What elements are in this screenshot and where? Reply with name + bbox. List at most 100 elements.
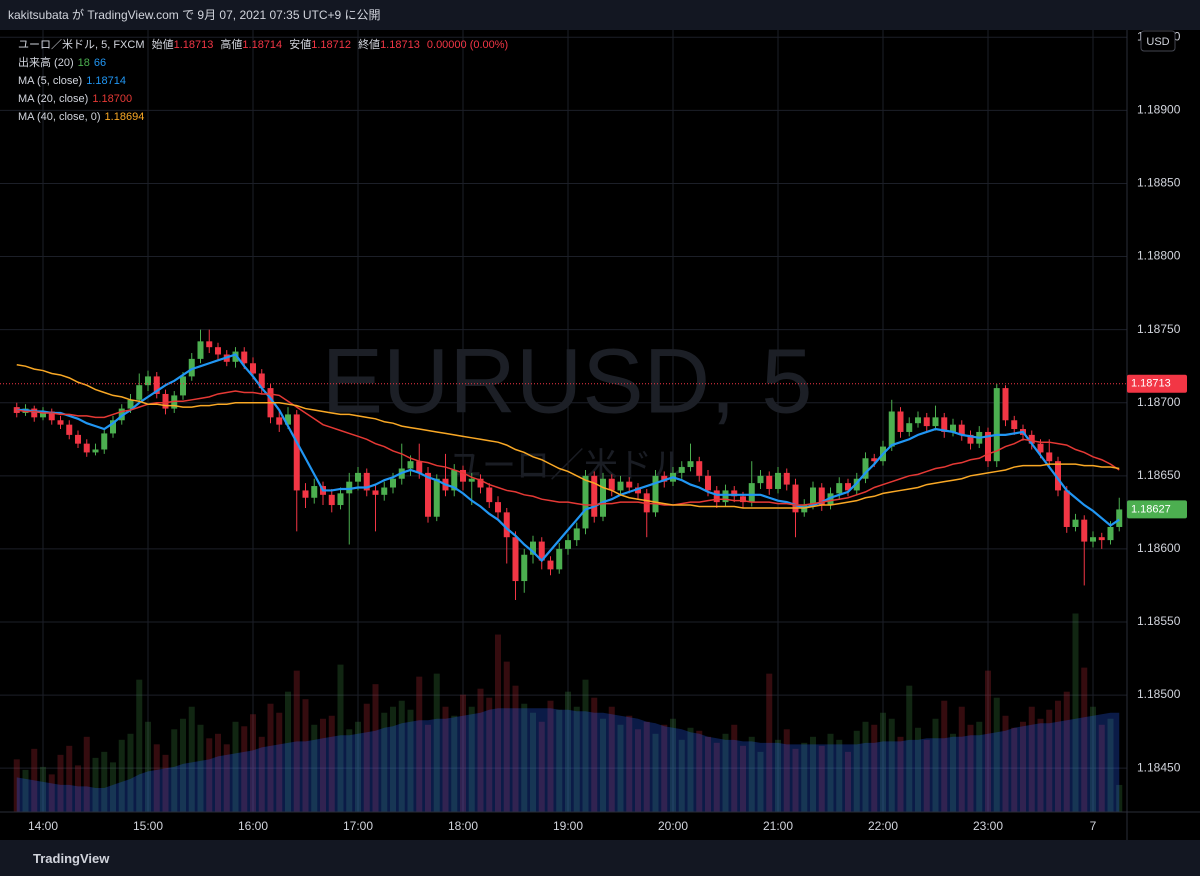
- readout-value: 1.18714: [86, 75, 126, 87]
- volume-bar: [162, 754, 169, 812]
- volume-bar: [915, 727, 921, 812]
- volume-bar: [967, 724, 974, 812]
- candle-body: [556, 548, 563, 570]
- legend-row: 出来高 (20) 18 66: [18, 54, 512, 72]
- readout-value: 1.18714: [242, 39, 283, 51]
- candle-body: [311, 486, 318, 498]
- volume-bar: [197, 724, 204, 812]
- legend-entry: MA (5, close): [18, 75, 83, 87]
- candle-body: [915, 417, 921, 424]
- x-tick-label: 14:00: [28, 819, 58, 833]
- candle-body: [215, 347, 221, 355]
- candle-body: [92, 449, 99, 453]
- volume-bar: [22, 769, 29, 812]
- price-tag: [1127, 374, 1187, 393]
- price-tag-label: 1.18627: [1131, 503, 1171, 515]
- x-tick-label: 15:00: [133, 819, 163, 833]
- candle-body: [145, 376, 151, 386]
- candle-body: [652, 475, 659, 513]
- volume-bar: [670, 718, 676, 812]
- candle-body: [188, 358, 195, 377]
- volume-bar: [118, 739, 125, 812]
- candle-body: [118, 408, 125, 421]
- candle-body: [337, 493, 344, 506]
- y-tick-label: 1.18450: [1137, 760, 1181, 774]
- volume-bar: [845, 751, 851, 812]
- volume-bar: [267, 703, 274, 812]
- volume-bar: [416, 676, 423, 812]
- y-tick-label: 1.18900: [1137, 103, 1181, 117]
- candle-body: [932, 417, 939, 427]
- candle-body: [547, 560, 554, 570]
- candle-body: [390, 478, 396, 488]
- volume-bar: [83, 736, 90, 812]
- legend-entry: MA (40, close, 0): [18, 111, 101, 123]
- candle-body: [678, 467, 685, 473]
- candle-body: [713, 490, 720, 503]
- x-tick-label: 22:00: [868, 819, 898, 833]
- candle-body: [740, 496, 746, 503]
- candle-body: [241, 351, 248, 364]
- volume-bar: [862, 721, 869, 812]
- candle-body: [573, 528, 580, 541]
- volume-bar: [13, 759, 20, 812]
- volume-bar: [127, 733, 134, 812]
- volume-bar: [976, 721, 983, 812]
- candle-body: [477, 478, 484, 488]
- volume-bar: [398, 700, 405, 812]
- candle-body: [495, 502, 501, 513]
- candle-body: [748, 483, 755, 503]
- candle-body: [836, 483, 843, 494]
- volume-bar: [530, 712, 536, 812]
- candle-body: [1090, 537, 1096, 542]
- candle-body: [1081, 519, 1088, 542]
- volume-bar: [171, 729, 178, 812]
- x-tick-label: 17:00: [343, 819, 373, 833]
- volume-bar: [827, 733, 834, 812]
- volume-bar: [652, 733, 659, 812]
- volume-bar: [355, 721, 361, 812]
- volume-bar: [101, 751, 108, 812]
- candle-body: [468, 478, 475, 482]
- volume-bar: [932, 718, 939, 812]
- volume-bar: [582, 679, 589, 812]
- volume-bar: [608, 706, 615, 812]
- ma-line: [16, 390, 1120, 506]
- candle-body: [766, 475, 773, 489]
- volume-bar: [451, 715, 458, 812]
- candle-body: [897, 411, 904, 432]
- candle-body: [451, 469, 458, 491]
- volume-bar: [311, 724, 318, 812]
- volume-bar: [363, 703, 370, 812]
- volume-bar: [1011, 727, 1018, 812]
- currency: USD: [1146, 36, 1169, 48]
- brand: TradingView: [33, 851, 110, 866]
- candle-body: [101, 433, 108, 450]
- readout-value: 1.18713: [173, 39, 214, 51]
- readout-label: 始値: [151, 39, 174, 51]
- volume-bar: [153, 744, 160, 812]
- y-tick-label: 1.18650: [1137, 468, 1181, 482]
- candle-body: [1046, 452, 1053, 462]
- candle-body: [355, 472, 361, 482]
- volume-bar: [1072, 613, 1079, 812]
- volume-bar: [538, 721, 545, 812]
- candle-body: [250, 363, 256, 374]
- candle-body: [661, 475, 668, 482]
- readout-value: 1.18713: [380, 39, 420, 51]
- candle-body: [600, 478, 606, 517]
- candle-body: [538, 541, 545, 561]
- volume-bar: [818, 745, 825, 812]
- candle-body: [958, 424, 965, 435]
- candle-body: [363, 472, 370, 491]
- volume-bar: [40, 766, 46, 812]
- volume-bar: [687, 727, 694, 812]
- candle-body: [626, 481, 633, 488]
- volume-bar: [888, 718, 895, 812]
- candle-body: [888, 411, 895, 447]
- candle-body: [757, 475, 764, 484]
- candle-body: [521, 554, 528, 582]
- candle-body: [381, 487, 388, 495]
- volume-bar: [810, 736, 816, 812]
